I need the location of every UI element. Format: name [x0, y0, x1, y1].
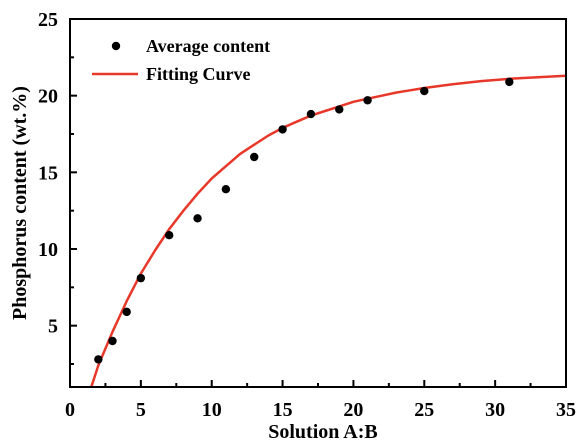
- y-tick-label: 15: [38, 162, 58, 184]
- legend-label-average-content: Average content: [146, 36, 270, 56]
- data-point: [94, 355, 103, 364]
- legend-marker-average-content: [111, 41, 121, 51]
- y-tick-labels: 5 10 15 20 25: [38, 9, 58, 338]
- y-tick-label: 5: [48, 316, 58, 338]
- curve-layer: [90, 74, 567, 388]
- data-point: [193, 214, 202, 223]
- plot-frame: [69, 18, 567, 388]
- legend: Average content Fitting Curve: [92, 36, 270, 84]
- ticks-layer: [69, 18, 567, 387]
- x-tick-label: 15: [273, 399, 293, 421]
- data-point: [108, 336, 117, 346]
- y-tick-label: 25: [38, 9, 58, 31]
- y-tick-label: 10: [38, 239, 58, 261]
- x-tick-label: 5: [136, 399, 146, 421]
- data-point: [505, 77, 514, 87]
- data-point: [136, 273, 146, 283]
- x-axis-title: Solution A:B: [268, 421, 377, 441]
- data-point: [221, 185, 231, 194]
- data-point: [165, 231, 174, 240]
- y-axis-title: Phosphorus content (wt.%): [9, 86, 31, 320]
- x-tick-label: 20: [343, 399, 363, 421]
- data-point: [250, 152, 259, 162]
- x-tick-labels: 0 5 10 15 20 25 30 35: [65, 399, 576, 421]
- x-tick-label: 25: [414, 399, 434, 421]
- data-point: [363, 96, 372, 105]
- y-tick-label: 20: [38, 86, 58, 108]
- data-point: [335, 105, 344, 114]
- data-point: [122, 307, 131, 317]
- legend-label-fitting-curve: Fitting Curve: [146, 64, 250, 84]
- x-tick-label: 35: [556, 399, 576, 421]
- points-layer: [94, 77, 514, 364]
- fitting-curve-line: [90, 74, 567, 388]
- data-point: [420, 86, 429, 96]
- x-tick-label: 0: [65, 399, 75, 421]
- data-point: [278, 125, 287, 134]
- data-point: [306, 109, 316, 119]
- x-tick-label: 10: [202, 399, 222, 421]
- x-tick-label: 30: [485, 399, 505, 421]
